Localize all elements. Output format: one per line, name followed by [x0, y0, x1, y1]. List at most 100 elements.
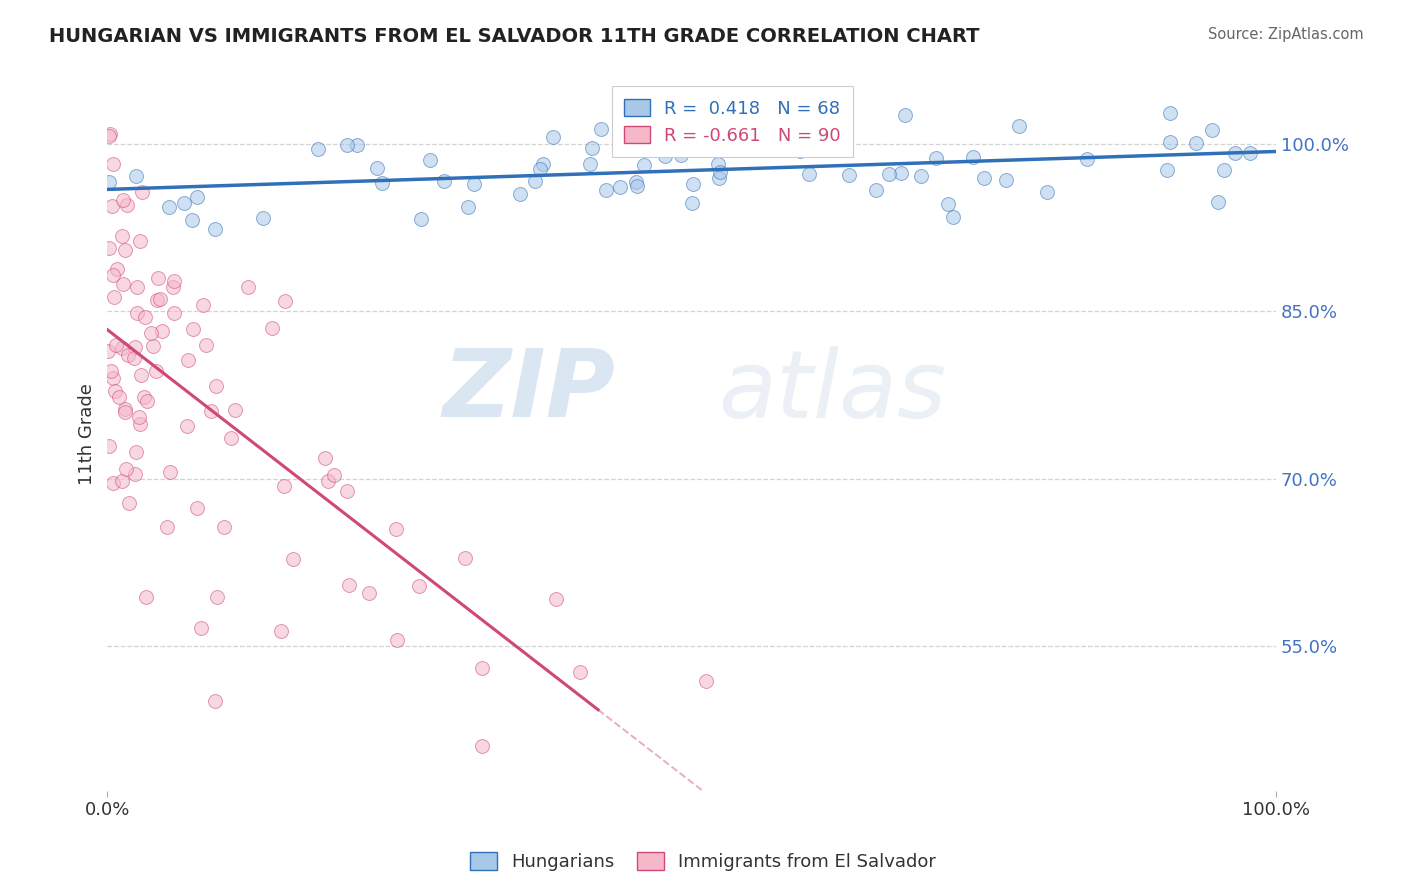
Point — [180, 212, 202, 227]
Point — [1008, 119, 1031, 133]
Point — [707, 157, 730, 171]
Point — [152, 324, 174, 338]
Point — [626, 178, 648, 193]
Point — [163, 306, 186, 320]
Point — [709, 165, 731, 179]
Point — [1159, 106, 1181, 120]
Point — [193, 298, 215, 312]
Point — [200, 404, 222, 418]
Point — [132, 390, 155, 404]
Point — [124, 340, 146, 354]
Point — [910, 169, 932, 184]
Point — [1206, 195, 1229, 210]
Point — [366, 161, 388, 176]
Point — [97, 241, 120, 255]
Point — [643, 131, 665, 145]
Point — [129, 417, 152, 431]
Text: ZIP: ZIP — [443, 345, 616, 437]
Point — [1184, 136, 1206, 151]
Point — [695, 674, 717, 689]
Point — [125, 169, 148, 183]
Point — [146, 271, 169, 285]
Point — [633, 157, 655, 171]
Point — [457, 200, 479, 214]
Point — [176, 353, 198, 368]
Point — [936, 197, 959, 211]
Point — [112, 277, 135, 291]
Point — [163, 274, 186, 288]
Point — [173, 195, 195, 210]
Point — [1035, 186, 1057, 200]
Point — [359, 585, 381, 599]
Point — [595, 183, 617, 197]
Point — [531, 157, 554, 171]
Point — [544, 591, 567, 606]
Point — [108, 390, 131, 404]
Point — [624, 175, 647, 189]
Point — [262, 321, 284, 335]
Point — [114, 402, 136, 417]
Point — [1239, 146, 1261, 161]
Point — [146, 293, 169, 307]
Point — [98, 127, 121, 141]
Point — [371, 176, 394, 190]
Point — [725, 117, 748, 131]
Point — [103, 157, 125, 171]
Point — [765, 99, 787, 113]
Point — [186, 190, 208, 204]
Point — [318, 474, 340, 488]
Point — [224, 403, 246, 417]
Point — [105, 338, 128, 352]
Point — [103, 290, 125, 304]
Point — [568, 665, 591, 679]
Point — [962, 150, 984, 164]
Point — [111, 475, 134, 489]
Point — [589, 121, 612, 136]
Point — [529, 162, 551, 177]
Point — [609, 180, 631, 194]
Point — [104, 384, 127, 399]
Point — [682, 178, 704, 192]
Point — [877, 167, 900, 181]
Point — [97, 439, 120, 453]
Point — [127, 280, 149, 294]
Point — [186, 501, 208, 516]
Point — [176, 419, 198, 434]
Point — [336, 137, 359, 152]
Point — [973, 171, 995, 186]
Point — [111, 229, 134, 244]
Legend: Hungarians, Immigrants from El Salvador: Hungarians, Immigrants from El Salvador — [463, 846, 943, 879]
Point — [98, 175, 121, 189]
Point — [737, 139, 759, 153]
Point — [1201, 122, 1223, 136]
Point — [581, 141, 603, 155]
Point — [125, 444, 148, 458]
Point — [894, 108, 917, 122]
Point — [97, 128, 120, 143]
Point — [523, 173, 546, 187]
Point — [385, 632, 408, 647]
Point — [669, 148, 692, 162]
Point — [194, 337, 217, 351]
Point — [509, 187, 531, 202]
Point — [865, 184, 887, 198]
Point — [274, 293, 297, 308]
Point — [942, 210, 965, 224]
Point — [114, 405, 136, 419]
Point — [100, 364, 122, 378]
Point — [142, 338, 165, 352]
Point — [654, 148, 676, 162]
Point — [118, 496, 141, 510]
Point — [124, 467, 146, 481]
Point — [117, 348, 139, 362]
Point — [100, 199, 122, 213]
Point — [204, 221, 226, 235]
Point — [1076, 153, 1098, 167]
Point — [270, 624, 292, 639]
Point — [156, 519, 179, 533]
Legend: R =  0.418   N = 68, R = -0.661   N = 90: R = 0.418 N = 68, R = -0.661 N = 90 — [612, 87, 853, 158]
Point — [114, 462, 136, 476]
Point — [236, 280, 259, 294]
Point — [135, 591, 157, 605]
Point — [454, 551, 477, 566]
